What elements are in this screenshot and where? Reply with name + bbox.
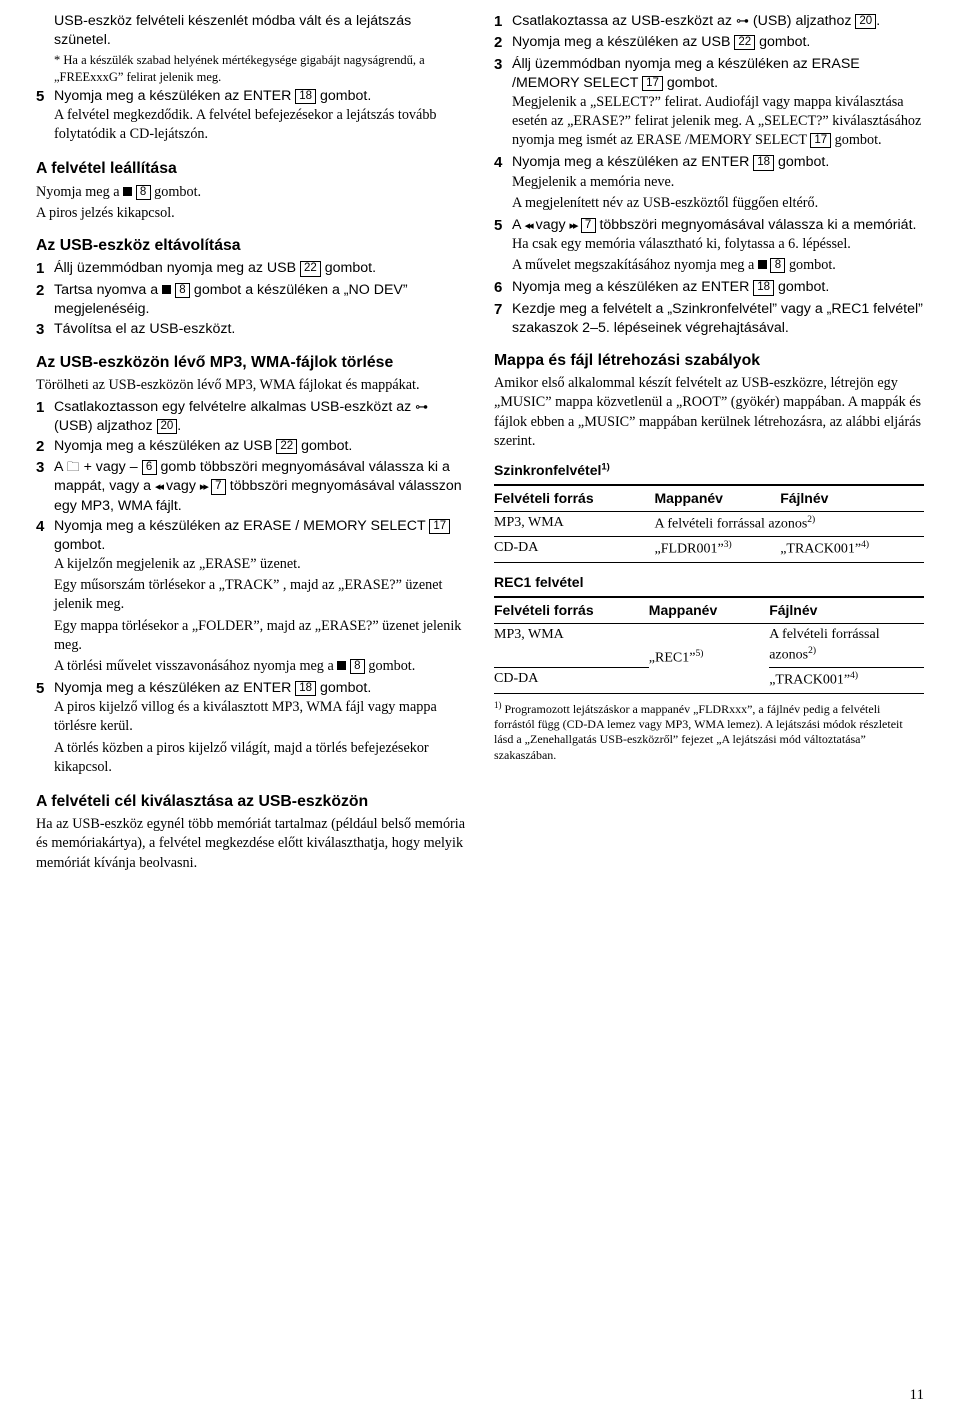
stop-icon bbox=[162, 285, 171, 294]
th-file: Fájlnév bbox=[769, 597, 924, 623]
key-8: 8 bbox=[136, 185, 151, 200]
table-sync: Felvételi forrás Mappanév Fájlnév MP3, W… bbox=[494, 484, 924, 563]
table-row: MP3, WMA A felvételi forrással azonos2) bbox=[494, 511, 924, 537]
remove-step-2: 2 Tartsa nyomva a 8 gombot a készüléken … bbox=[36, 281, 466, 319]
key-18: 18 bbox=[753, 155, 774, 170]
target-step-3: 3 Állj üzemmódban nyomja meg a készüléke… bbox=[494, 55, 924, 153]
key-18: 18 bbox=[753, 280, 774, 295]
key-20: 20 bbox=[855, 14, 876, 29]
heading-stop-recording: A felvétel leállítása bbox=[36, 158, 466, 179]
next-icon bbox=[570, 217, 577, 233]
prev-icon bbox=[155, 478, 162, 494]
usb-icon bbox=[415, 399, 428, 415]
step-body: Nyomja meg a készüléken az ENTER 18 gomb… bbox=[54, 87, 466, 147]
heading-rules: Mappa és fájl létrehozási szabályok bbox=[494, 350, 924, 371]
step-5-rec: 5 Nyomja meg a készüléken az ENTER 18 go… bbox=[36, 87, 466, 147]
delete-step-1: 1 Csatlakoztasson egy felvételre alkalma… bbox=[36, 398, 466, 436]
key-22: 22 bbox=[276, 439, 297, 454]
key-8: 8 bbox=[350, 659, 365, 674]
th-file: Fájlnév bbox=[780, 485, 924, 511]
target-step-2: 2 Nyomja meg a készüléken az USB 22 gomb… bbox=[494, 33, 924, 53]
step-detail: A felvétel megkezdődik. A felvétel befej… bbox=[54, 106, 466, 144]
folder-icon bbox=[67, 459, 80, 475]
page-number: 11 bbox=[910, 1385, 924, 1405]
delete-step-2: 2 Nyomja meg a készüléken az USB 22 gomb… bbox=[36, 437, 466, 457]
key-7: 7 bbox=[581, 218, 596, 233]
target-intro: Ha az USB-eszköz egynél több memóriát ta… bbox=[36, 815, 466, 873]
table-row: MP3, WMA „REC1”5) A felvételi forrással … bbox=[494, 623, 924, 667]
stop-icon bbox=[123, 187, 132, 196]
remove-step-1: 1 Állj üzemmódban nyomja meg az USB 22 g… bbox=[36, 259, 466, 279]
heading-delete-files: Az USB-eszközön lévő MP3, WMA-fájlok tör… bbox=[36, 352, 466, 373]
key-18: 18 bbox=[295, 89, 316, 104]
usb-icon bbox=[736, 13, 749, 29]
table-rec1: Felvételi forrás Mappanév Fájlnév MP3, W… bbox=[494, 596, 924, 694]
delete-step-3: 3 A + vagy – 6 gomb többszöri megnyomásá… bbox=[36, 458, 466, 516]
target-step-1: 1 Csatlakoztassa az USB-eszközt az (USB)… bbox=[494, 12, 924, 32]
table2-caption: REC1 felvétel bbox=[494, 573, 924, 592]
key-8: 8 bbox=[175, 283, 190, 298]
table-row: CD-DA „FLDR001”3) „TRACK001”4) bbox=[494, 537, 924, 563]
th-folder: Mappanév bbox=[655, 485, 781, 511]
target-step-7: 7 Kezdje meg a felvételt a „Szinkronfelv… bbox=[494, 300, 924, 338]
next-icon bbox=[200, 478, 207, 494]
footnote: 1) Programozott lejátszáskor a mappanév … bbox=[494, 700, 924, 763]
target-step-4: 4 Nyomja meg a készüléken az ENTER 18 go… bbox=[494, 153, 924, 215]
right-column: 1 Csatlakoztassa az USB-eszközt az (USB)… bbox=[494, 12, 924, 875]
stop-icon bbox=[337, 661, 346, 670]
key-17: 17 bbox=[810, 133, 831, 148]
heading-remove-usb: Az USB-eszköz eltávolítása bbox=[36, 235, 466, 256]
remove-step-3: 3 Távolítsa el az USB-eszközt. bbox=[36, 320, 466, 340]
th-source: Felvételi forrás bbox=[494, 485, 655, 511]
table1-caption: Szinkronfelvétel1) bbox=[494, 461, 924, 480]
th-folder: Mappanév bbox=[649, 597, 769, 623]
stop-line: Nyomja meg a 8 gombot. bbox=[36, 183, 466, 202]
stop-line2: A piros jelzés kikapcsol. bbox=[36, 204, 466, 223]
delete-intro: Törölheti az USB-eszközön lévő MP3, WMA … bbox=[36, 376, 466, 395]
intro-note: * Ha a készülék szabad helyének mértékeg… bbox=[54, 52, 466, 85]
key-17: 17 bbox=[642, 76, 663, 91]
left-column: USB-eszköz felvételi készenlét módba vál… bbox=[36, 12, 466, 875]
intro-p1: USB-eszköz felvételi készenlét módba vál… bbox=[54, 12, 466, 50]
rules-intro: Amikor első alkalommal készít felvételt … bbox=[494, 374, 924, 451]
key-18: 18 bbox=[295, 681, 316, 696]
stop-icon bbox=[758, 260, 767, 269]
heading-select-target: A felvételi cél kiválasztása az USB-eszk… bbox=[36, 791, 466, 812]
th-source: Felvételi forrás bbox=[494, 597, 649, 623]
delete-step-5: 5 Nyomja meg a készüléken az ENTER 18 go… bbox=[36, 679, 466, 779]
target-step-6: 6 Nyomja meg a készüléken az ENTER 18 go… bbox=[494, 278, 924, 298]
prev-icon bbox=[525, 217, 532, 233]
key-22: 22 bbox=[300, 261, 321, 276]
key-17: 17 bbox=[429, 519, 450, 534]
key-20: 20 bbox=[157, 419, 178, 434]
key-8: 8 bbox=[770, 258, 785, 273]
step-num: 5 bbox=[36, 87, 54, 147]
key-22: 22 bbox=[734, 35, 755, 50]
target-step-5: 5 A vagy 7 többszöri megnyomásával válas… bbox=[494, 216, 924, 278]
delete-step-4: 4 Nyomja meg a készüléken az ERASE / MEM… bbox=[36, 517, 466, 678]
key-7: 7 bbox=[211, 479, 226, 494]
key-6: 6 bbox=[142, 460, 157, 475]
